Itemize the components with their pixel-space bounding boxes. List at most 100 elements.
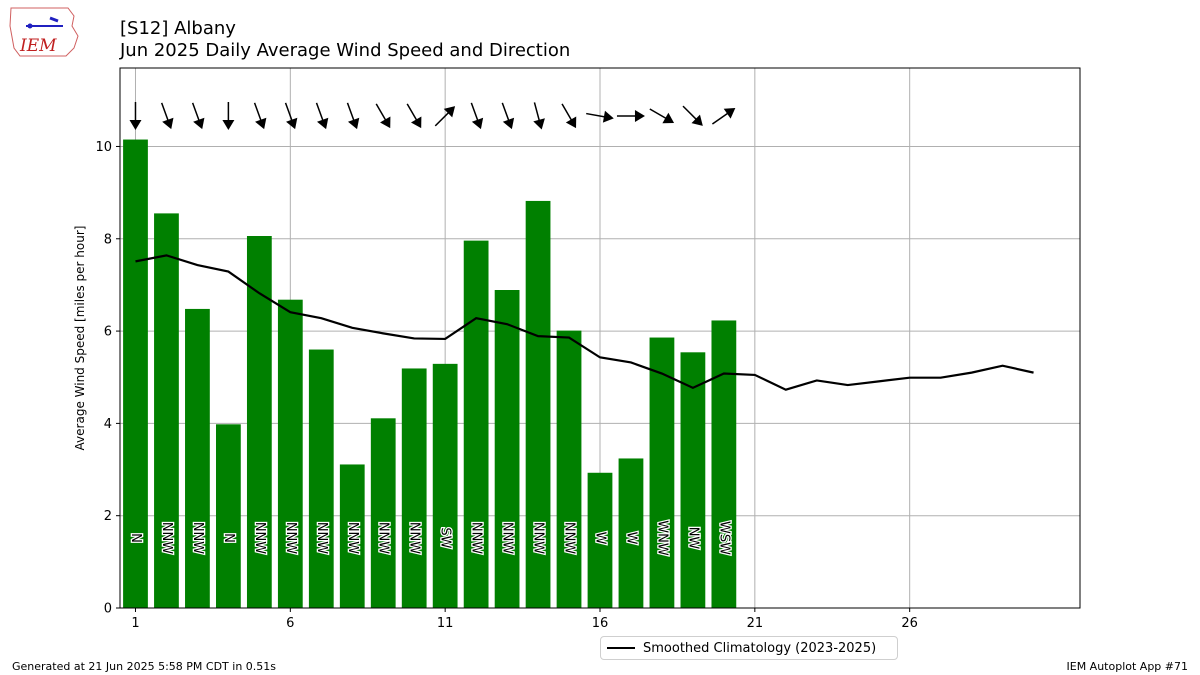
- wind-arrow: [711, 107, 736, 125]
- direction-label: WSW: [716, 521, 731, 555]
- wind-arrow-shaft: [406, 103, 419, 123]
- y-tick-label: 6: [104, 325, 112, 340]
- wind-arrow-shaft: [253, 102, 263, 123]
- wind-arrow: [586, 110, 614, 123]
- direction-label: NNW: [345, 522, 360, 554]
- wind-arrow: [561, 103, 577, 129]
- x-tick-label: 6: [286, 616, 294, 631]
- direction-label: NNW: [500, 522, 515, 554]
- wind-arrow-head: [317, 117, 329, 130]
- wind-arrow: [375, 103, 391, 129]
- footer-generated: Generated at 21 Jun 2025 5:58 PM CDT in …: [12, 660, 277, 673]
- wind-arrow: [191, 102, 205, 130]
- bar: [277, 299, 303, 608]
- wind-arrow: [315, 102, 329, 130]
- bar: [494, 290, 520, 608]
- legend: Smoothed Climatology (2023-2025): [600, 636, 898, 660]
- y-tick-label: 4: [104, 417, 112, 432]
- direction-label: W: [593, 532, 608, 545]
- chart-title: [S12] Albany: [120, 18, 236, 39]
- bar: [432, 363, 458, 608]
- direction-label: NNW: [283, 522, 298, 554]
- wind-arrow-head: [255, 117, 267, 130]
- wind-arrow: [682, 105, 703, 126]
- wind-arrow-head: [347, 117, 360, 130]
- wind-arrow-shaft: [711, 111, 731, 125]
- wind-arrow: [129, 102, 142, 130]
- bar: [216, 424, 241, 608]
- direction-label: NNW: [159, 522, 174, 554]
- x-tick-label: 21: [747, 616, 764, 631]
- bar: [308, 349, 334, 608]
- direction-label: N: [221, 533, 236, 543]
- direction-label: SW: [438, 527, 453, 548]
- wind-arrow-head: [129, 120, 142, 130]
- direction-label: NNW: [314, 522, 329, 554]
- wind-arrow-shaft: [470, 102, 480, 123]
- wind-arrow-shaft: [315, 102, 325, 123]
- bar: [556, 330, 582, 608]
- direction-label: NNW: [531, 522, 546, 554]
- wind-arrow: [533, 102, 545, 130]
- wind-arrow: [501, 102, 515, 130]
- wind-arrow-head: [502, 117, 515, 130]
- wind-arrow: [222, 102, 235, 130]
- wind-arrow-shaft: [284, 102, 294, 123]
- bar: [649, 337, 675, 608]
- bar: [463, 240, 489, 608]
- wind-arrow-head: [533, 118, 545, 130]
- y-tick-label: 2: [104, 509, 112, 524]
- direction-label: NNW: [562, 522, 577, 554]
- wind-arrow-head: [471, 117, 484, 130]
- wind-arrow-head: [443, 106, 456, 118]
- direction-label: NNW: [407, 522, 422, 554]
- direction-label: NNW: [190, 522, 205, 554]
- wind-arrow: [160, 102, 174, 130]
- wind-arrow-shaft: [434, 110, 451, 127]
- wind-arrow: [284, 102, 298, 130]
- wind-arrow-head: [634, 110, 645, 122]
- wind-arrow: [346, 102, 360, 130]
- wind-arrow-shaft: [682, 105, 699, 122]
- bar: [185, 308, 210, 608]
- bar: [711, 320, 737, 608]
- x-tick-label: 26: [901, 616, 918, 631]
- wind-arrow: [470, 102, 484, 130]
- wind-arrow-head: [286, 117, 298, 130]
- wind-arrow-head: [162, 117, 174, 130]
- wind-arrow-head: [380, 116, 391, 129]
- wind-arrow: [434, 106, 456, 127]
- bar: [370, 418, 396, 608]
- wind-arrow-head: [565, 116, 577, 129]
- bar: [401, 368, 427, 608]
- wind-arrow-shaft: [501, 102, 511, 123]
- y-axis-label: Average Wind Speed [miles per hour]: [73, 226, 87, 451]
- direction-label: WNW: [654, 520, 669, 556]
- wind-arrow-head: [602, 110, 614, 123]
- iem-logo: IEM: [9, 7, 79, 57]
- wind-arrow-shaft: [375, 103, 388, 123]
- wind-arrow: [406, 103, 422, 129]
- bar: [339, 464, 365, 608]
- wind-arrow-shaft: [533, 102, 541, 123]
- bar: [123, 139, 148, 609]
- climatology-line: [135, 254, 1034, 391]
- direction-label: NNW: [252, 522, 267, 554]
- wind-arrow-shaft: [346, 102, 356, 123]
- footer-app: IEM Autoplot App #71: [1066, 660, 1189, 673]
- iem-logo-text: IEM: [19, 36, 57, 56]
- wind-arrow-shaft: [160, 102, 170, 123]
- bar: [618, 458, 644, 608]
- wind-arrow-shaft: [586, 112, 608, 118]
- bar: [154, 213, 179, 608]
- direction-label: W: [623, 532, 638, 545]
- x-tick-label: 16: [592, 616, 609, 631]
- wind-arrow-head: [410, 116, 422, 129]
- legend-label: Smoothed Climatology (2023-2025): [643, 640, 877, 656]
- wind-arrow-head: [691, 114, 703, 126]
- wind-arrow-head: [222, 120, 235, 130]
- chart-subtitle: Jun 2025 Daily Average Wind Speed and Di…: [120, 40, 571, 61]
- wind-arrow-shaft: [191, 102, 201, 123]
- bars: [123, 139, 737, 609]
